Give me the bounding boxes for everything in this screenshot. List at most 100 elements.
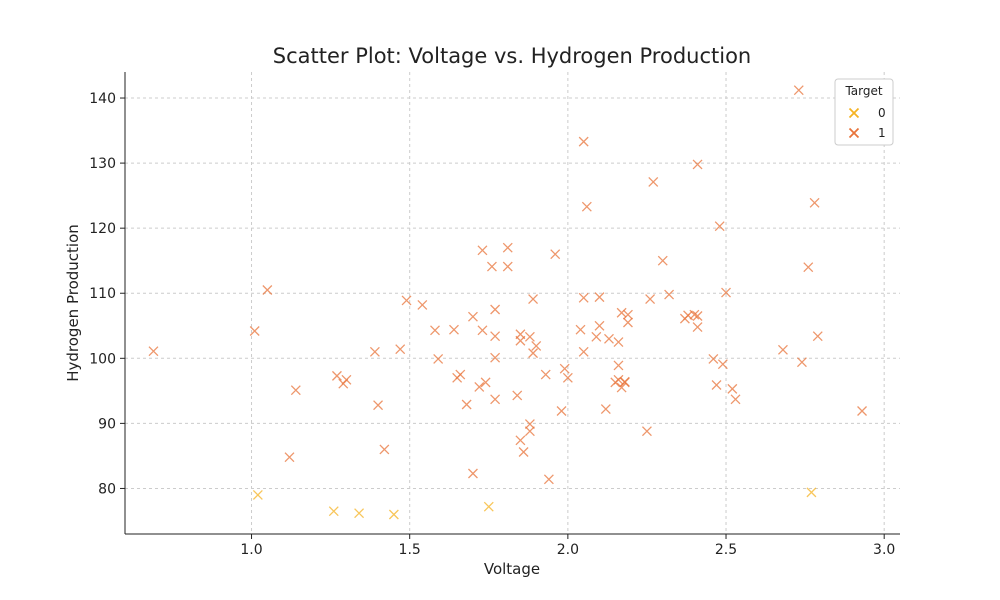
data-point <box>518 447 529 457</box>
legend-label-0: 0 <box>878 106 886 120</box>
data-point <box>796 357 807 368</box>
grid <box>125 72 900 534</box>
data-point <box>524 426 535 437</box>
data-point <box>591 331 602 342</box>
axes <box>124 72 900 535</box>
data-point <box>600 404 611 415</box>
x-tick-label: 1.0 <box>240 542 262 558</box>
data-point <box>461 399 472 410</box>
y-tick-label: 80 <box>98 481 116 497</box>
chart-title: Scatter Plot: Voltage vs. Hydrogen Produ… <box>273 44 751 68</box>
data-point <box>449 324 459 335</box>
legend: Target 01 <box>834 78 894 146</box>
data-point <box>490 352 501 363</box>
legend-marker-0 <box>848 107 860 119</box>
data-point <box>692 322 703 333</box>
x-axis-label: Voltage <box>484 560 540 578</box>
y-ticks: 80 90 100 110 120 130 140 <box>89 91 125 497</box>
x-tick-label: 2.0 <box>557 542 579 558</box>
data-point <box>550 249 561 260</box>
data-point <box>556 406 567 416</box>
legend-marker-1 <box>848 127 860 139</box>
data-point <box>369 346 380 357</box>
data-points <box>148 85 868 520</box>
data-point <box>689 309 700 320</box>
data-point <box>619 377 630 388</box>
y-tick-label: 130 <box>89 156 116 172</box>
data-point <box>806 487 817 498</box>
y-tick-label: 110 <box>89 286 116 302</box>
data-point <box>249 326 260 336</box>
x-tick-label: 2.5 <box>715 542 737 558</box>
data-point <box>401 295 412 306</box>
data-point <box>812 331 823 342</box>
data-point <box>417 299 428 310</box>
data-point <box>474 381 485 392</box>
data-point <box>379 444 390 455</box>
data-point <box>341 374 352 385</box>
data-point <box>483 501 494 512</box>
data-point <box>559 363 570 374</box>
series-0 <box>252 487 817 520</box>
data-point <box>477 325 488 336</box>
data-point <box>477 245 488 256</box>
data-point <box>692 311 703 321</box>
data-point <box>594 320 605 331</box>
data-point <box>616 382 627 393</box>
data-point <box>433 354 444 364</box>
data-point <box>641 426 652 437</box>
legend-title: Target <box>844 84 882 98</box>
data-point <box>714 221 725 232</box>
data-point <box>486 261 497 272</box>
data-point <box>578 136 589 147</box>
data-point <box>328 506 339 517</box>
legend-label-1: 1 <box>878 126 886 140</box>
data-point <box>727 383 738 394</box>
data-point <box>562 372 573 383</box>
data-point <box>395 344 406 355</box>
data-point <box>467 468 478 479</box>
data-point <box>664 289 675 300</box>
data-point <box>354 508 365 519</box>
data-point <box>515 435 526 446</box>
data-point <box>331 370 342 381</box>
data-point <box>512 390 523 401</box>
data-point <box>616 307 627 318</box>
data-point <box>388 509 399 520</box>
data-point <box>622 317 633 328</box>
data-point <box>604 333 614 344</box>
x-tick-label: 1.5 <box>399 542 421 558</box>
data-point <box>730 394 741 405</box>
data-point <box>793 85 804 96</box>
y-tick-label: 140 <box>89 91 116 107</box>
series-1 <box>148 85 868 485</box>
data-point <box>857 406 868 416</box>
data-point <box>373 400 384 411</box>
data-point <box>648 177 659 187</box>
y-tick-label: 100 <box>89 351 116 367</box>
data-point <box>692 159 703 170</box>
data-point <box>711 380 722 390</box>
data-point <box>657 255 668 266</box>
data-point <box>777 344 788 355</box>
data-point <box>543 474 554 485</box>
data-point <box>148 346 159 357</box>
data-point <box>578 292 589 303</box>
data-point <box>284 452 295 463</box>
data-point <box>613 337 624 348</box>
data-point <box>721 287 731 298</box>
data-point <box>290 385 301 396</box>
data-point <box>717 359 728 370</box>
legend-entries: 01 <box>848 106 886 140</box>
data-point <box>515 329 526 340</box>
data-point <box>803 262 814 273</box>
data-point <box>252 489 263 500</box>
x-ticks: 1.0 1.5 2.0 2.5 3.0 <box>240 534 895 558</box>
data-point <box>575 324 586 335</box>
data-point <box>524 331 535 342</box>
data-point <box>645 294 656 305</box>
data-point <box>531 340 542 351</box>
data-point <box>528 294 539 305</box>
data-point <box>613 360 624 371</box>
